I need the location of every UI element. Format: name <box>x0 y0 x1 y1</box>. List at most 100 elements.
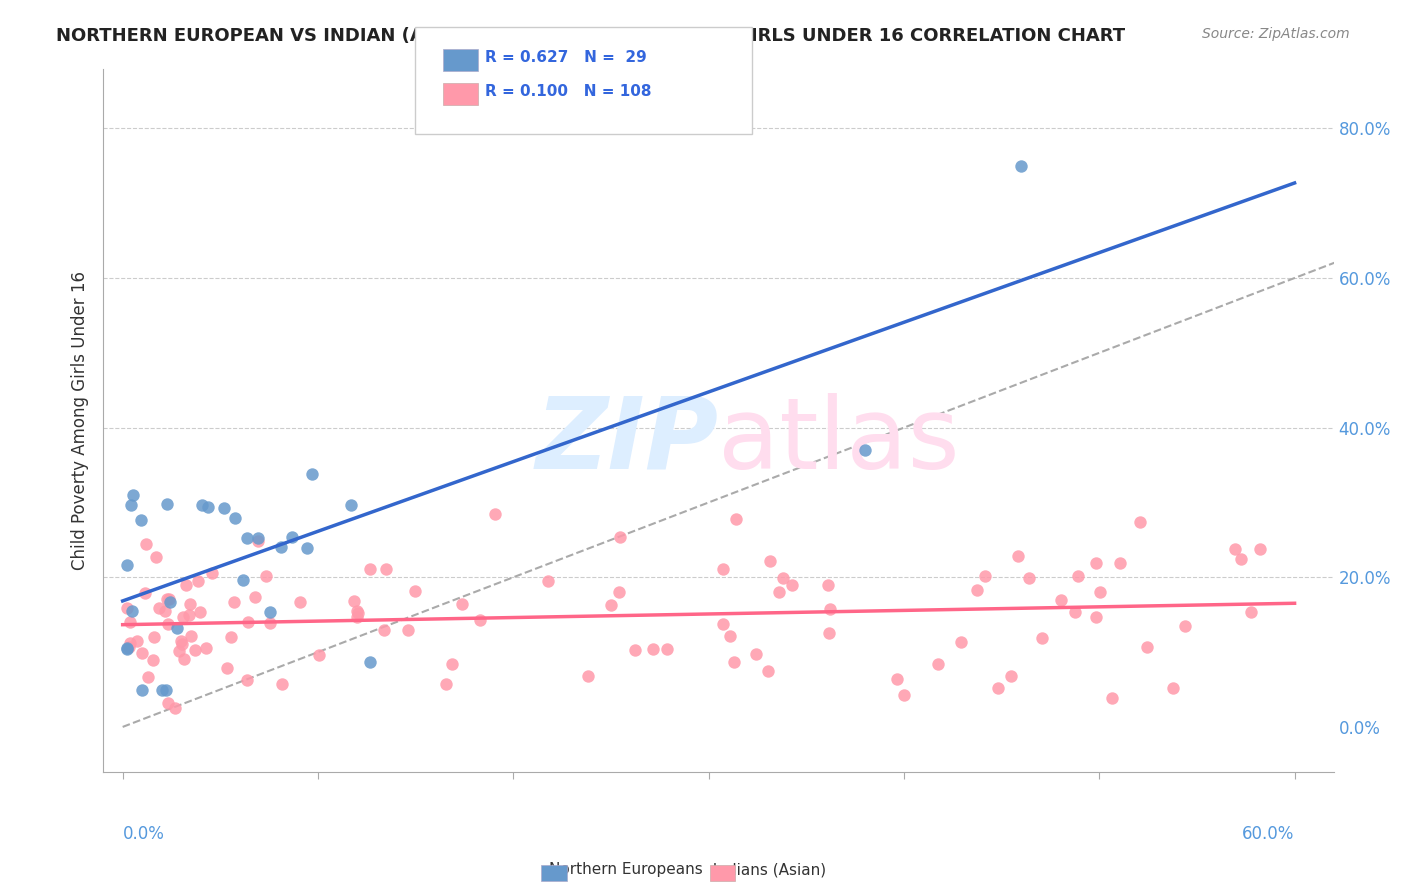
Point <box>1223 541 1246 556</box>
Point <box>643 642 665 657</box>
Point <box>468 613 491 627</box>
Point <box>115 558 138 573</box>
Point <box>214 500 236 515</box>
Point <box>125 633 148 648</box>
Point <box>927 657 949 672</box>
Point <box>167 644 190 658</box>
Point <box>1049 592 1071 607</box>
Point <box>155 682 177 697</box>
Point <box>254 569 277 583</box>
Point <box>115 642 138 657</box>
Point <box>1088 585 1111 599</box>
Text: Northern Europeans: Northern Europeans <box>550 863 703 877</box>
Point <box>1109 556 1132 570</box>
Point <box>145 549 167 564</box>
Point <box>243 590 266 604</box>
Point <box>1031 631 1053 645</box>
Point <box>238 615 260 629</box>
Point <box>346 606 368 620</box>
Text: NORTHERN EUROPEAN VS INDIAN (ASIAN) CHILD POVERTY AMONG GIRLS UNDER 16 CORRELATI: NORTHERN EUROPEAN VS INDIAN (ASIAN) CHIL… <box>56 27 1125 45</box>
Point <box>655 642 678 657</box>
Point <box>772 571 794 585</box>
Text: Source: ZipAtlas.com: Source: ZipAtlas.com <box>1202 27 1350 41</box>
Point <box>817 578 839 592</box>
Point <box>157 617 180 632</box>
Point <box>134 585 156 599</box>
Point <box>744 647 766 661</box>
Point <box>129 512 152 526</box>
Point <box>120 498 142 512</box>
Point <box>711 617 734 632</box>
Point <box>1085 610 1108 624</box>
Point <box>174 578 197 592</box>
Point <box>197 500 219 515</box>
Point <box>170 637 193 651</box>
Point <box>343 594 366 608</box>
Point <box>484 507 506 521</box>
Point <box>374 562 396 576</box>
Y-axis label: Child Poverty Among Girls Under 16: Child Poverty Among Girls Under 16 <box>72 270 89 570</box>
Point <box>1135 640 1157 654</box>
Point <box>247 533 270 548</box>
Text: R = 0.627   N =  29: R = 0.627 N = 29 <box>485 51 647 65</box>
Text: 0.0%: 0.0% <box>122 824 165 843</box>
Point <box>190 498 212 512</box>
Point <box>235 532 257 546</box>
Point <box>120 615 142 629</box>
Point <box>148 601 170 615</box>
Point <box>853 443 876 458</box>
Point <box>173 651 195 665</box>
Point <box>222 595 245 609</box>
Point <box>308 648 330 663</box>
Point <box>974 569 997 583</box>
Point <box>194 640 217 655</box>
Point <box>756 664 779 678</box>
Point <box>163 701 186 715</box>
Point <box>1230 552 1253 566</box>
Point <box>893 688 915 702</box>
Point <box>817 626 839 640</box>
Point <box>1101 690 1123 705</box>
Point <box>177 607 200 622</box>
Point <box>950 634 973 648</box>
Point <box>232 574 254 588</box>
Text: R = 0.100   N = 108: R = 0.100 N = 108 <box>485 85 651 99</box>
Point <box>1063 605 1085 619</box>
Point <box>724 512 747 526</box>
Point <box>156 591 179 606</box>
Point <box>201 566 224 580</box>
Point <box>118 640 141 654</box>
Point <box>270 540 292 554</box>
Point <box>1084 556 1107 570</box>
Point <box>1249 541 1271 556</box>
Text: ZIP: ZIP <box>536 392 718 490</box>
Point <box>118 635 141 649</box>
Point <box>179 597 201 611</box>
Point <box>886 672 908 686</box>
Point <box>1161 681 1184 695</box>
Point <box>170 634 193 648</box>
Point <box>290 595 312 609</box>
Point <box>259 605 281 619</box>
Point <box>1007 549 1029 563</box>
Point <box>1000 669 1022 683</box>
Point <box>166 621 188 635</box>
Point <box>121 604 143 618</box>
Point <box>295 541 318 555</box>
Point <box>224 511 246 525</box>
Point <box>609 585 631 599</box>
Point <box>156 696 179 710</box>
Text: 60.0%: 60.0% <box>1241 824 1295 843</box>
Point <box>142 653 165 667</box>
Point <box>346 609 368 624</box>
Point <box>966 583 988 598</box>
Point <box>1240 605 1263 619</box>
Point <box>135 537 157 551</box>
Point <box>184 642 207 657</box>
Point <box>1018 571 1040 585</box>
Point <box>281 529 304 543</box>
Point <box>600 598 623 612</box>
Point <box>720 629 742 643</box>
Point <box>818 602 841 616</box>
Point <box>782 577 804 591</box>
